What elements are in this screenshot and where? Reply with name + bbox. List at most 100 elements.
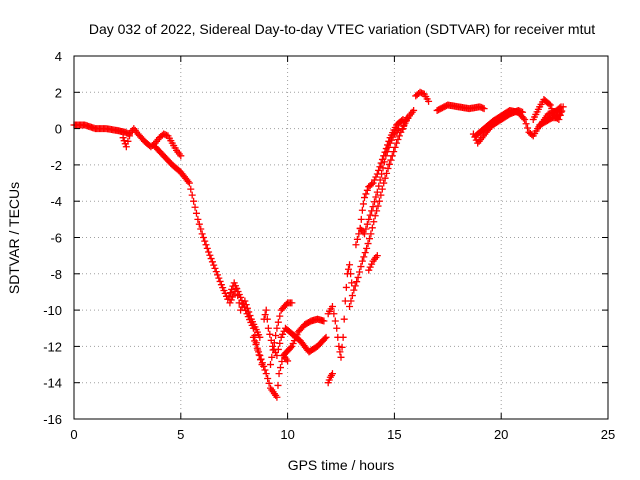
data-point [238,303,246,311]
data-point [264,324,272,332]
data-point [249,333,257,341]
data-point [393,139,401,147]
data-point [480,105,488,113]
data-point [350,286,358,294]
y-tick-label: -4 [50,194,62,209]
data-point [273,393,281,401]
data-point [365,215,373,223]
data-point [399,125,407,133]
data-point [357,215,365,223]
data-point [212,268,220,276]
data-point [119,134,127,142]
data-point [246,312,254,320]
data-point [214,271,222,279]
data-point [232,284,240,292]
y-tick-label: 0 [55,122,62,137]
data-point [380,158,388,166]
data-point [369,179,377,187]
data-point [358,206,366,214]
data-point [362,225,370,233]
data-point [377,191,385,199]
data-point [210,261,218,269]
data-point [365,266,373,274]
data-point [194,215,202,223]
data-point [342,283,350,291]
data-point [273,351,281,359]
data-point [207,255,215,263]
data-series [70,88,567,401]
data-point [258,359,266,367]
data-point [388,152,396,160]
chart-title: Day 032 of 2022, Sidereal Day-to-day VTE… [89,21,595,37]
data-point [328,302,336,310]
data-point [264,374,272,382]
data-point [559,103,567,111]
data-point [368,224,376,232]
data-point [201,237,209,245]
data-point [370,218,378,226]
grid [74,56,608,419]
data-point [362,190,370,198]
data-point [372,193,380,201]
y-tick-label: -2 [50,158,62,173]
data-point [270,339,278,347]
data-point [242,301,250,309]
data-point [328,370,336,378]
data-point [191,203,199,211]
x-tick-label: 10 [280,427,294,442]
data-point [382,152,390,160]
data-point [353,235,361,243]
data-point [366,211,374,219]
data-point [389,133,397,141]
data-point [367,230,375,238]
data-point [375,182,383,190]
data-point [126,132,134,140]
data-point [320,317,328,325]
x-axis-label: GPS time / hours [288,457,395,473]
data-point [378,185,386,193]
data-point [356,268,364,276]
data-point [198,230,206,238]
data-point [288,299,296,307]
data-point [255,348,263,356]
data-point [185,179,193,187]
data-point [245,308,253,316]
data-point [425,97,433,105]
data-point [347,270,355,278]
data-point [273,324,281,332]
y-tick-label: -6 [50,231,62,246]
data-point [284,357,292,365]
data-point [363,186,371,194]
data-point [225,292,233,300]
data-point [359,200,367,208]
data-point [287,344,295,352]
data-point [184,177,192,185]
data-point [368,260,376,268]
data-point [347,297,355,305]
data-point [368,207,376,215]
data-point [357,263,365,271]
data-point [360,194,368,202]
data-point [260,362,268,370]
data-point [192,209,200,217]
data-point [177,152,185,160]
data-point [369,203,377,211]
data-point [337,353,345,361]
data-point [261,366,269,374]
y-axis-label: SDTVAR / TECUs [6,182,22,294]
data-point [398,117,406,125]
x-tick-label: 15 [387,427,401,442]
data-point [224,295,232,303]
data-point [386,139,394,147]
data-point [267,361,275,369]
data-point [276,364,284,372]
data-point [226,289,234,297]
data-point [262,370,270,378]
data-point [321,335,329,343]
data-point [339,333,347,341]
data-point [385,160,393,168]
data-point [387,156,395,164]
data-point [234,292,242,300]
data-point [391,143,399,151]
